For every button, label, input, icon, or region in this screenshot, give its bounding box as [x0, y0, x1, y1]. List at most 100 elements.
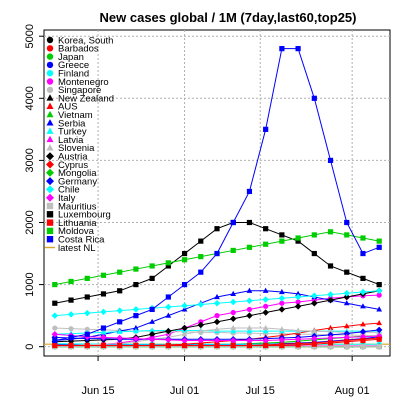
- data-point: [230, 219, 236, 226]
- data-point: [376, 244, 382, 250]
- legend-marker: [46, 70, 54, 77]
- data-point: [327, 263, 334, 269]
- legend-label: Mongolia: [58, 168, 97, 179]
- data-point: [311, 328, 318, 334]
- data-point: [181, 257, 188, 263]
- data-point: [327, 328, 334, 334]
- data-point: [214, 313, 220, 319]
- data-point: [214, 250, 220, 257]
- data-point: [117, 342, 123, 349]
- series-chile: [51, 287, 383, 319]
- data-point: [327, 340, 334, 346]
- data-point: [262, 337, 269, 344]
- chart-title: New cases global / 1M (7day,last60,top25…: [100, 10, 357, 25]
- legend: Korea, SouthBarbadosJapanGreeceFinlandMo…: [45, 35, 114, 254]
- data-point: [213, 299, 221, 307]
- legend-label: Finland: [58, 69, 89, 80]
- data-point: [376, 292, 382, 298]
- data-point: [376, 238, 382, 244]
- data-point: [327, 324, 334, 331]
- y-tick-label: 1000: [24, 272, 36, 296]
- data-point: [197, 328, 204, 334]
- data-point: [117, 269, 123, 275]
- data-point: [229, 298, 237, 306]
- data-point: [375, 287, 383, 295]
- data-point: [100, 325, 107, 331]
- data-point: [278, 306, 286, 313]
- data-point: [295, 290, 301, 296]
- data-point: [263, 342, 269, 349]
- data-point: [279, 342, 285, 349]
- data-point: [52, 281, 58, 288]
- data-point: [327, 296, 334, 304]
- data-point: [117, 288, 123, 294]
- data-point: [165, 336, 172, 344]
- data-point: [311, 232, 317, 238]
- legend-label: Italy: [58, 193, 76, 204]
- data-point: [246, 244, 253, 250]
- data-point: [360, 321, 366, 327]
- data-point: [100, 334, 107, 341]
- legend-label: Germany: [58, 176, 97, 187]
- data-point: [294, 293, 302, 301]
- data-point: [359, 288, 367, 296]
- data-point: [278, 336, 286, 344]
- plot-area-frame: [43, 29, 391, 357]
- legend-label: Moldova: [58, 226, 95, 237]
- data-point: [229, 315, 237, 322]
- data-point: [132, 306, 140, 313]
- data-point: [246, 312, 253, 319]
- data-point: [198, 238, 204, 244]
- data-point: [84, 326, 90, 332]
- data-point: [344, 219, 350, 226]
- data-point: [230, 290, 237, 296]
- data-point: [181, 281, 188, 288]
- data-point: [295, 342, 301, 348]
- legend-marker: [46, 45, 54, 52]
- data-point: [181, 342, 188, 349]
- data-point: [376, 319, 383, 326]
- data-point: [262, 309, 269, 316]
- data-point: [100, 342, 107, 349]
- legend-marker: [46, 102, 54, 109]
- data-point: [133, 328, 139, 334]
- legend-label: Singapore: [58, 85, 101, 96]
- data-point: [278, 295, 286, 302]
- legend-marker: [46, 144, 54, 151]
- data-point: [279, 288, 285, 295]
- data-point: [343, 323, 350, 329]
- legend-label: Chile: [58, 185, 80, 196]
- data-point: [279, 300, 285, 306]
- data-point: [376, 306, 383, 312]
- legend-label: Turkey: [58, 127, 87, 138]
- data-point: [263, 303, 269, 309]
- data-point: [132, 335, 140, 342]
- data-point: [68, 278, 74, 285]
- data-point: [230, 247, 236, 254]
- legend-label: Austria: [58, 152, 88, 163]
- data-point: [68, 342, 74, 349]
- data-point: [67, 311, 75, 318]
- legend-label: Barbados: [58, 44, 99, 55]
- data-point: [165, 303, 172, 311]
- data-point: [84, 342, 90, 349]
- data-point: [84, 331, 90, 337]
- series-italy: [51, 331, 383, 344]
- legend-marker: [46, 168, 54, 177]
- data-point: [214, 226, 220, 232]
- series-luxembourg: [52, 219, 382, 306]
- legend-label: New Zealand: [58, 93, 114, 104]
- legend-label: Greece: [58, 60, 89, 71]
- data-point: [198, 254, 204, 260]
- data-point: [295, 238, 301, 244]
- data-point: [294, 303, 302, 310]
- data-point: [181, 337, 188, 344]
- data-point: [343, 334, 350, 341]
- legend-marker: [46, 36, 54, 44]
- data-point: [198, 342, 204, 349]
- data-point: [344, 269, 350, 275]
- data-point: [311, 250, 317, 257]
- data-point: [360, 250, 366, 257]
- data-point: [165, 294, 171, 300]
